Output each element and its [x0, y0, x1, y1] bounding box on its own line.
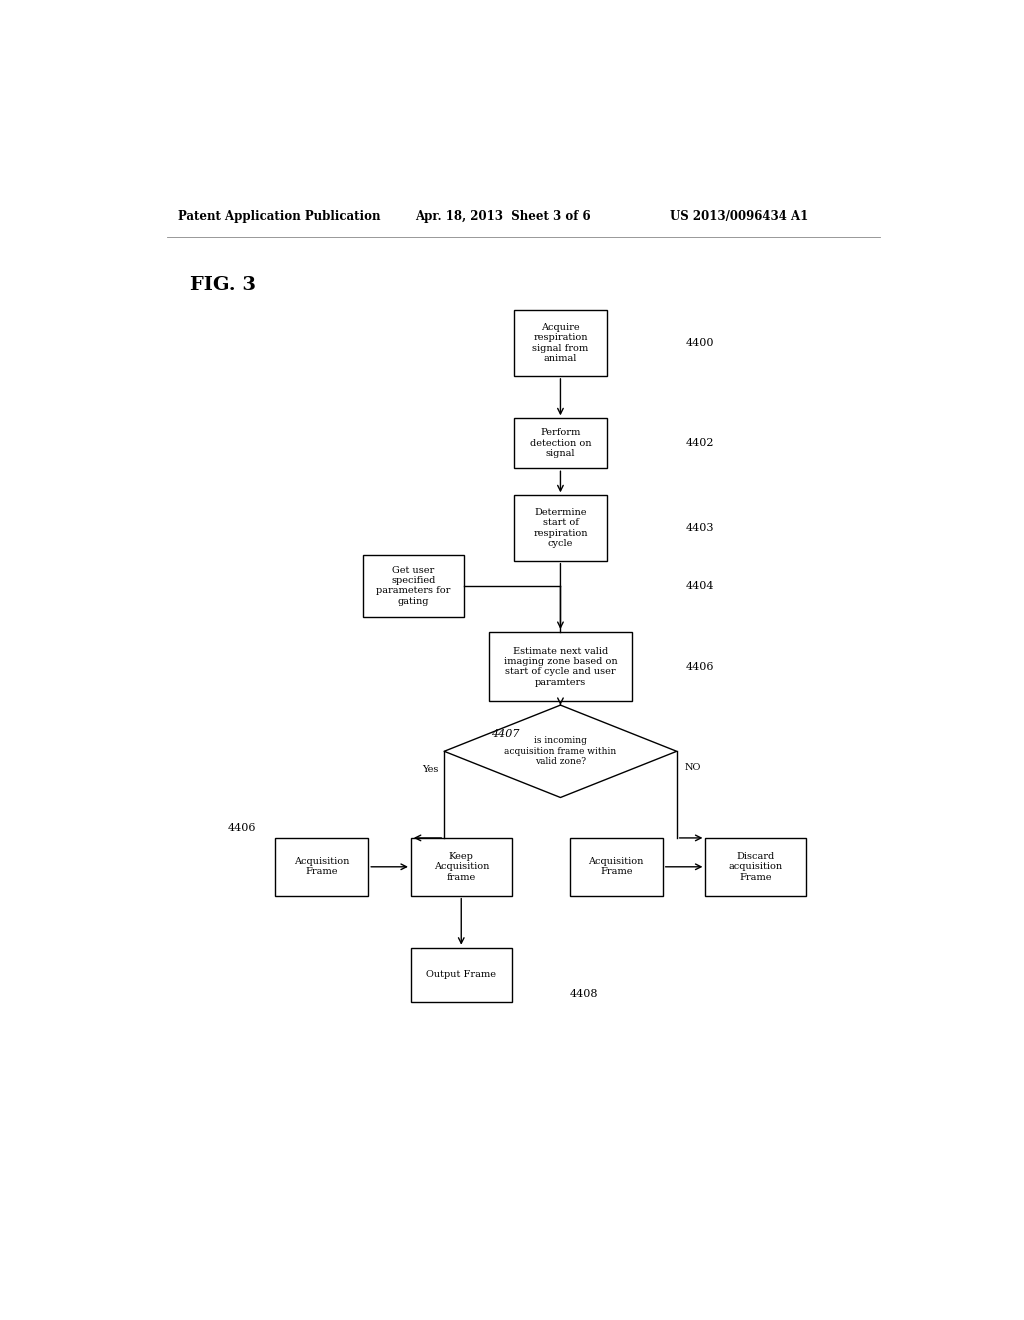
Text: 4404: 4404 — [686, 581, 715, 591]
Text: 4406: 4406 — [227, 824, 256, 833]
Text: 4407: 4407 — [490, 730, 519, 739]
Bar — [514, 418, 607, 469]
Text: Perform
detection on
signal: Perform detection on signal — [529, 429, 591, 458]
Text: Output Frame: Output Frame — [426, 970, 497, 979]
Bar — [362, 554, 464, 616]
Bar — [411, 838, 512, 896]
Text: Keep
Acquisition
frame: Keep Acquisition frame — [433, 851, 488, 882]
Text: Yes: Yes — [422, 766, 438, 774]
Bar — [488, 632, 632, 701]
Text: Discard
acquisition
Frame: Discard acquisition Frame — [729, 851, 782, 882]
Text: Apr. 18, 2013  Sheet 3 of 6: Apr. 18, 2013 Sheet 3 of 6 — [415, 210, 591, 223]
Bar — [275, 838, 369, 896]
Text: Acquire
respiration
signal from
animal: Acquire respiration signal from animal — [532, 323, 589, 363]
Bar — [411, 948, 512, 1002]
Bar — [569, 838, 663, 896]
Text: 4403: 4403 — [686, 523, 715, 533]
Bar — [706, 838, 806, 896]
Text: 4402: 4402 — [686, 438, 715, 449]
Text: Acquisition
Frame: Acquisition Frame — [589, 857, 644, 876]
Bar — [514, 495, 607, 561]
Text: NO: NO — [684, 763, 700, 772]
Text: 4400: 4400 — [686, 338, 715, 348]
Text: Estimate next valid
imaging zone based on
start of cycle and user
paramters: Estimate next valid imaging zone based o… — [504, 647, 617, 686]
Text: 4408: 4408 — [569, 989, 598, 999]
Text: US 2013/0096434 A1: US 2013/0096434 A1 — [671, 210, 809, 223]
Text: FIG. 3: FIG. 3 — [190, 276, 256, 294]
Text: Acquisition
Frame: Acquisition Frame — [294, 857, 349, 876]
Text: Determine
start of
respiration
cycle: Determine start of respiration cycle — [534, 508, 588, 548]
Text: Get user
specified
parameters for
gating: Get user specified parameters for gating — [376, 566, 451, 606]
Text: Patent Application Publication: Patent Application Publication — [178, 210, 381, 223]
Bar — [514, 310, 607, 376]
Text: 4406: 4406 — [686, 661, 715, 672]
Text: is incoming
acquisition frame within
valid zone?: is incoming acquisition frame within val… — [505, 737, 616, 766]
